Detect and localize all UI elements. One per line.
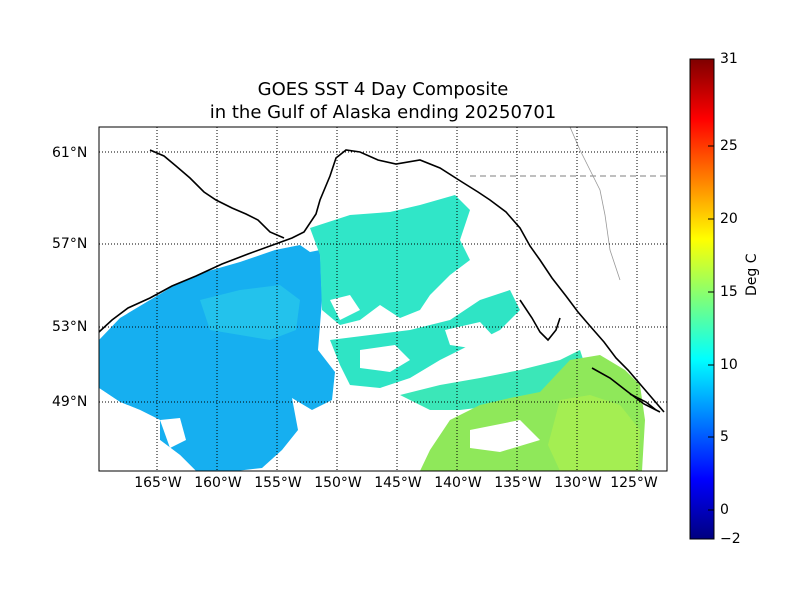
lon-label-165: 165°W <box>134 475 182 491</box>
lat-label-53: 53°N <box>52 319 88 335</box>
colorbar-tick-label: 10 <box>720 357 738 373</box>
lon-label-155: 155°W <box>254 475 302 491</box>
lon-label-150: 150°W <box>314 475 362 491</box>
colorbar <box>689 58 715 540</box>
sst-region-west-2 <box>200 285 300 340</box>
map-frame <box>98 126 668 472</box>
lat-label-57: 57°N <box>52 236 88 252</box>
colorbar-tick-label: 15 <box>720 284 738 300</box>
lon-label-160: 160°W <box>194 475 242 491</box>
lon-label-125: 125°W <box>610 475 658 491</box>
colorbar-ticks <box>708 58 714 540</box>
lon-label-145: 145°W <box>374 475 422 491</box>
coastline <box>99 149 665 413</box>
cloud-gap <box>160 418 186 448</box>
colorbar-tick-label: −2 <box>720 531 741 547</box>
lat-label-61: 61°N <box>52 145 88 161</box>
colorbar-tick-label: 5 <box>720 429 729 445</box>
lon-label-135: 135°W <box>494 475 542 491</box>
lon-label-140: 140°W <box>434 475 482 491</box>
cloud-gap <box>99 388 196 471</box>
colorbar-label: Deg C <box>744 253 760 296</box>
colorbar-tick-label: 31 <box>720 51 738 67</box>
colorbar-tick-label: 25 <box>720 138 738 154</box>
province-border <box>569 126 621 281</box>
map-title-line-1: GOES SST 4 Day Composite <box>257 79 509 100</box>
sst-field <box>99 195 645 471</box>
graticule <box>99 127 667 471</box>
cloud-gap <box>360 345 410 372</box>
lat-label-49: 49°N <box>52 394 88 410</box>
cloud-gap <box>470 420 540 452</box>
lon-label-130: 130°W <box>554 475 602 491</box>
map-title-line-2: in the Gulf of Alaska ending 20250701 <box>209 102 557 123</box>
sst-region-central <box>310 195 470 325</box>
colorbar-tick-label: 0 <box>720 502 729 518</box>
sst-region-east-2 <box>548 395 640 471</box>
colorbar-tick-label: 20 <box>720 211 738 227</box>
